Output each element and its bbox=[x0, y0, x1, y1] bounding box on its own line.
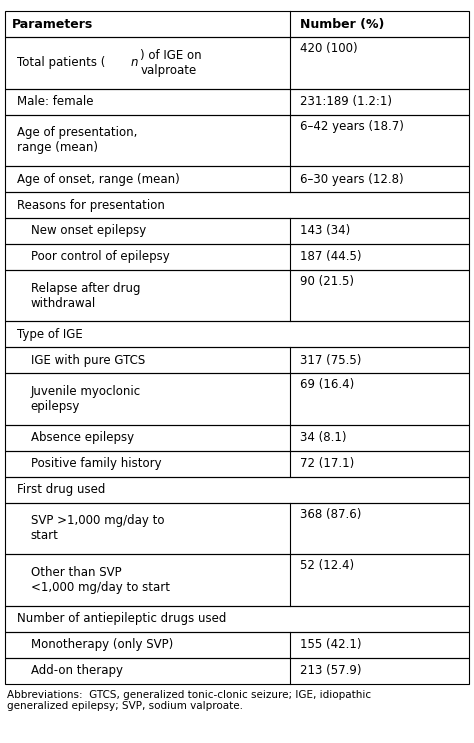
Text: 231:189 (1.2:1): 231:189 (1.2:1) bbox=[300, 95, 392, 108]
Text: IGE with pure GTCS: IGE with pure GTCS bbox=[31, 354, 145, 367]
Bar bbox=[5, 606, 469, 632]
Bar bbox=[5, 451, 469, 477]
Text: Parameters: Parameters bbox=[12, 18, 93, 30]
Bar bbox=[5, 11, 469, 37]
Text: 187 (44.5): 187 (44.5) bbox=[300, 250, 361, 263]
Text: 317 (75.5): 317 (75.5) bbox=[300, 354, 361, 367]
Bar bbox=[5, 658, 469, 684]
Text: Abbreviations:  GTCS, generalized tonic-clonic seizure; IGE, idiopathic
generali: Abbreviations: GTCS, generalized tonic-c… bbox=[7, 690, 371, 711]
Text: Add-on therapy: Add-on therapy bbox=[31, 664, 123, 677]
Text: 368 (87.6): 368 (87.6) bbox=[300, 507, 361, 521]
Text: Relapse after drug
withdrawal: Relapse after drug withdrawal bbox=[31, 282, 140, 310]
Bar bbox=[5, 632, 469, 658]
Bar bbox=[5, 477, 469, 502]
Bar bbox=[5, 373, 469, 425]
Text: SVP >1,000 mg/day to
start: SVP >1,000 mg/day to start bbox=[31, 514, 164, 542]
Text: First drug used: First drug used bbox=[17, 483, 105, 496]
Text: 155 (42.1): 155 (42.1) bbox=[300, 638, 361, 652]
Bar bbox=[5, 502, 469, 554]
Bar bbox=[5, 322, 469, 348]
Text: 6–42 years (18.7): 6–42 years (18.7) bbox=[300, 120, 404, 133]
Text: 72 (17.1): 72 (17.1) bbox=[300, 457, 354, 470]
Text: 420 (100): 420 (100) bbox=[300, 42, 357, 55]
Text: New onset epilepsy: New onset epilepsy bbox=[31, 224, 146, 238]
Bar bbox=[5, 166, 469, 192]
Text: 52 (12.4): 52 (12.4) bbox=[300, 559, 354, 572]
Text: 6–30 years (12.8): 6–30 years (12.8) bbox=[300, 173, 403, 186]
Bar bbox=[5, 88, 469, 114]
Text: ) of IGE on
valproate: ) of IGE on valproate bbox=[140, 49, 202, 77]
Text: Number of antiepileptic drugs used: Number of antiepileptic drugs used bbox=[17, 612, 226, 626]
Bar bbox=[5, 270, 469, 322]
Text: Number (%): Number (%) bbox=[300, 18, 384, 30]
Text: Age of onset, range (mean): Age of onset, range (mean) bbox=[17, 173, 179, 186]
Bar bbox=[5, 244, 469, 270]
Text: 143 (34): 143 (34) bbox=[300, 224, 350, 238]
Text: 69 (16.4): 69 (16.4) bbox=[300, 378, 354, 392]
Bar bbox=[5, 37, 469, 88]
Text: 34 (8.1): 34 (8.1) bbox=[300, 432, 346, 444]
Bar bbox=[5, 114, 469, 166]
Text: Positive family history: Positive family history bbox=[31, 457, 162, 470]
Text: Total patients (: Total patients ( bbox=[17, 56, 105, 69]
Text: 90 (21.5): 90 (21.5) bbox=[300, 275, 354, 288]
Bar bbox=[5, 192, 469, 218]
Text: 213 (57.9): 213 (57.9) bbox=[300, 664, 361, 677]
Text: Age of presentation,
range (mean): Age of presentation, range (mean) bbox=[17, 126, 137, 155]
Bar bbox=[5, 425, 469, 451]
Bar bbox=[5, 218, 469, 244]
Text: Reasons for presentation: Reasons for presentation bbox=[17, 198, 164, 212]
Text: Monotherapy (only SVP): Monotherapy (only SVP) bbox=[31, 638, 173, 652]
Text: Poor control of epilepsy: Poor control of epilepsy bbox=[31, 250, 170, 263]
Text: Juvenile myoclonic
epilepsy: Juvenile myoclonic epilepsy bbox=[31, 385, 141, 413]
Text: n: n bbox=[131, 56, 138, 69]
Bar bbox=[5, 348, 469, 373]
Text: Other than SVP
<1,000 mg/day to start: Other than SVP <1,000 mg/day to start bbox=[31, 566, 170, 594]
Bar bbox=[5, 554, 469, 606]
Text: Type of IGE: Type of IGE bbox=[17, 328, 82, 341]
Text: Male: female: Male: female bbox=[17, 95, 93, 108]
Text: Absence epilepsy: Absence epilepsy bbox=[31, 432, 134, 444]
